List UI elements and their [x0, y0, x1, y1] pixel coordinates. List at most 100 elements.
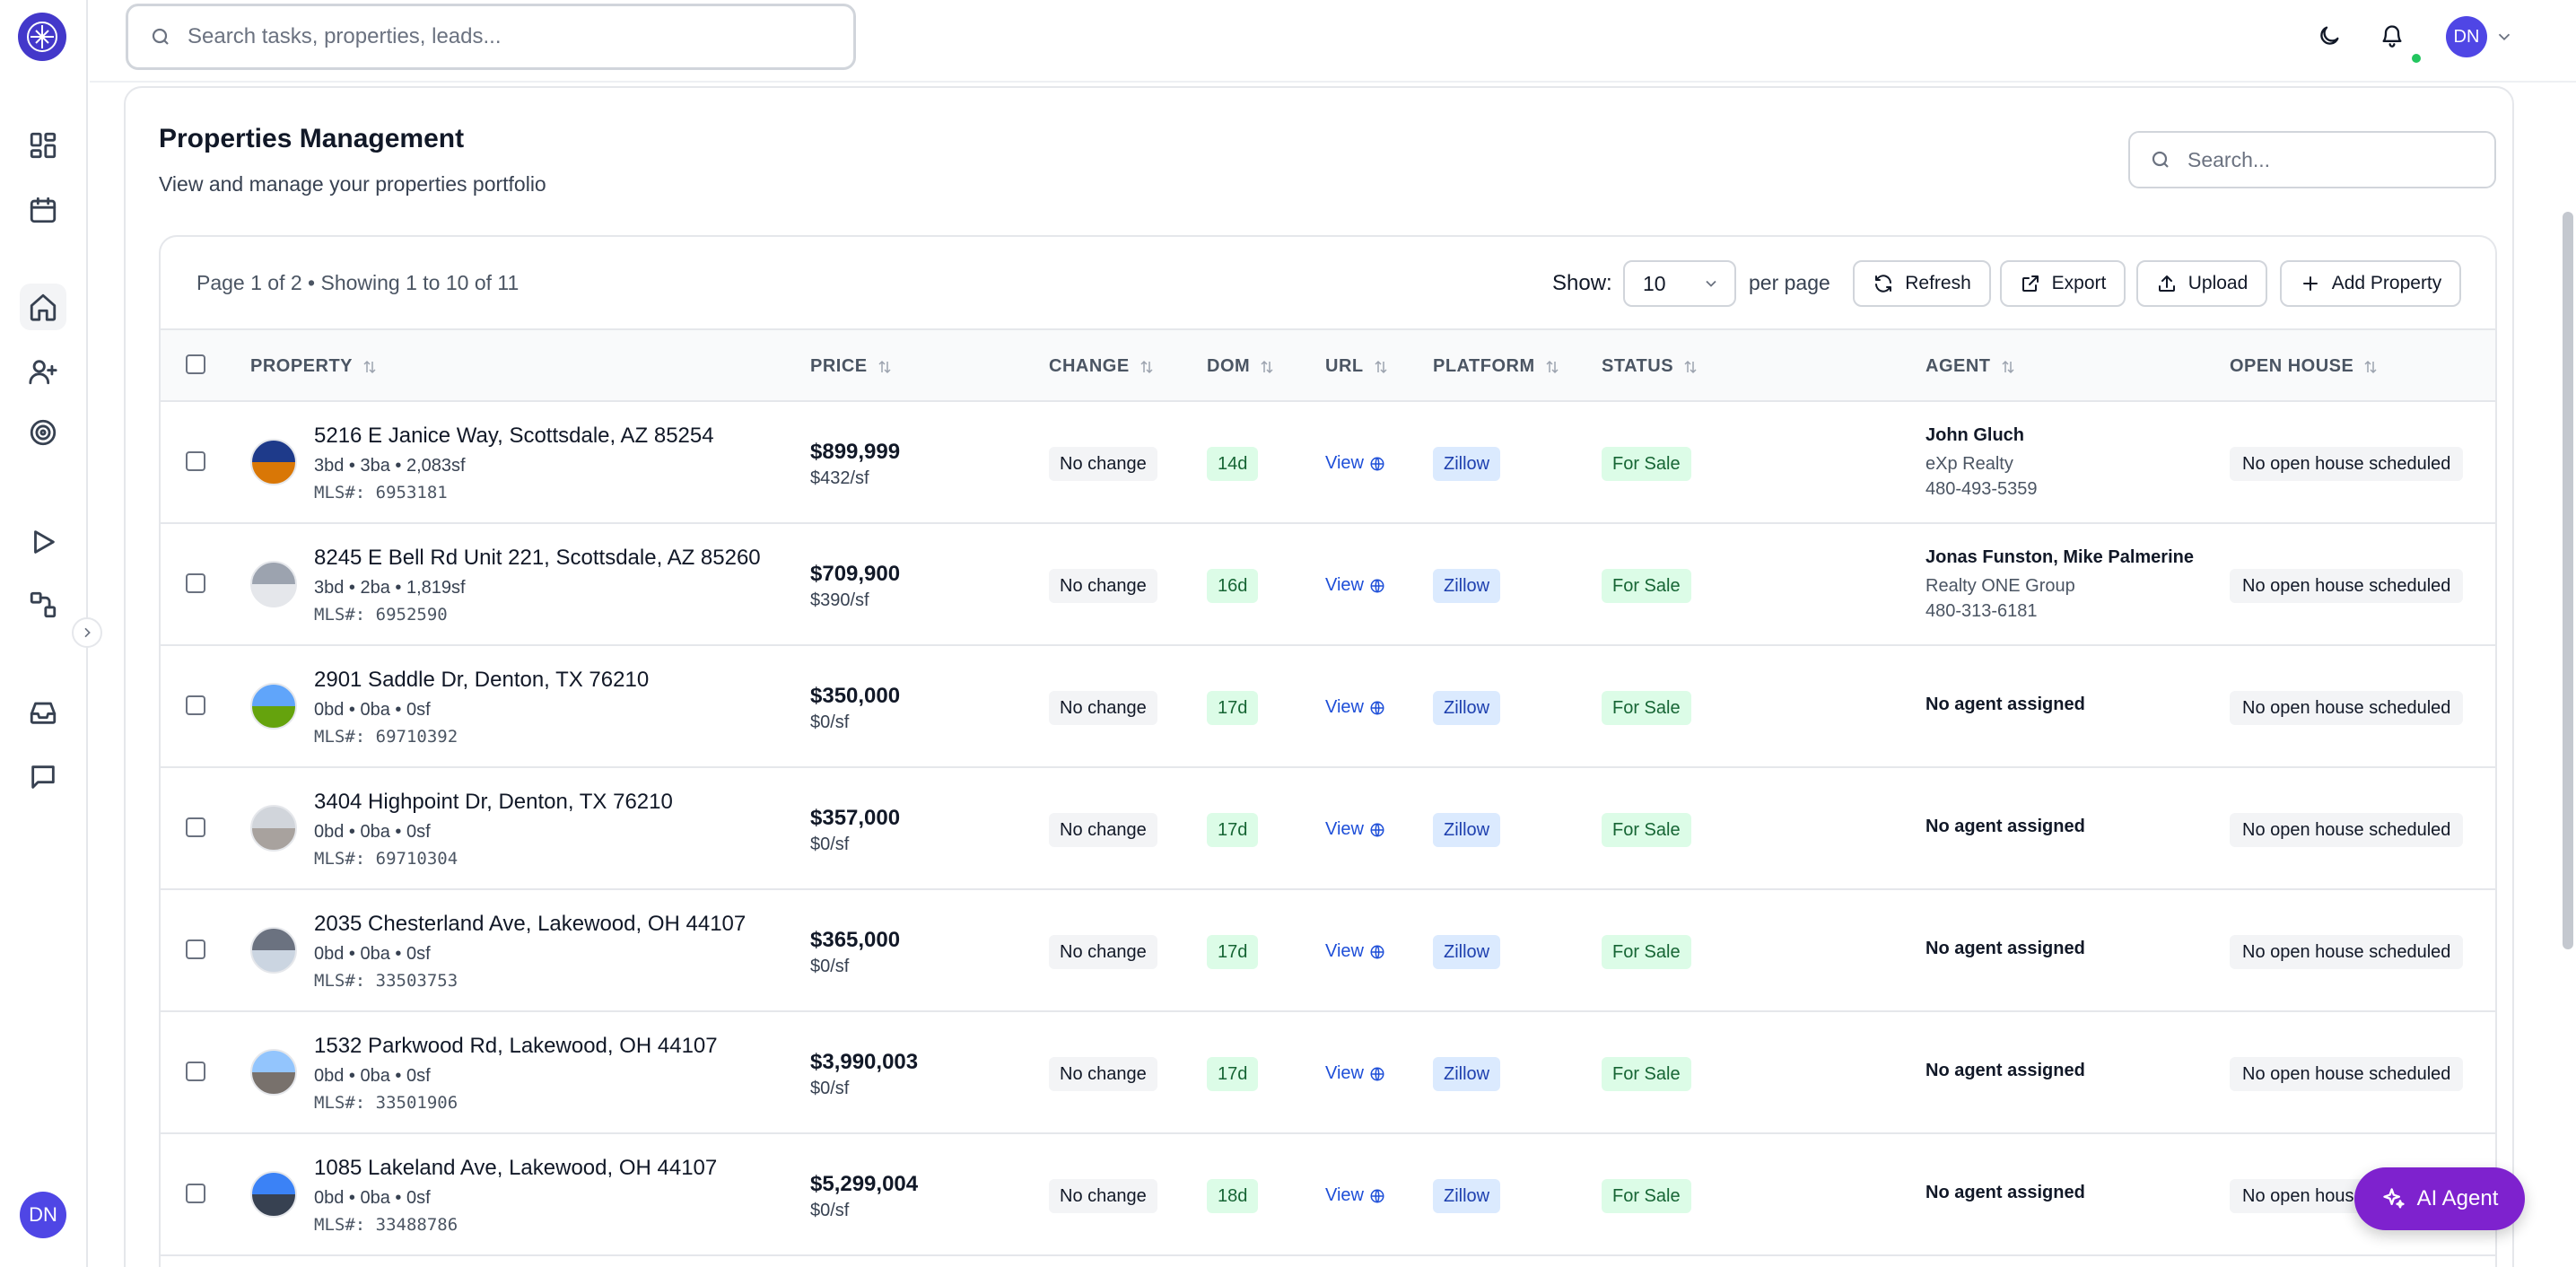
view-listing-link[interactable]: View — [1325, 1185, 1385, 1206]
view-listing-link[interactable]: View — [1325, 819, 1385, 840]
sort-icon — [1684, 360, 1697, 373]
row-checkbox[interactable] — [186, 1184, 205, 1203]
table-row[interactable]: 2901 Saddle Dr, Denton, TX 76210 0bd • 0b… — [161, 646, 2495, 768]
column-header-agent[interactable]: AGENT — [1925, 356, 2016, 377]
chevron-down-icon — [1706, 280, 1716, 287]
column-label: PLATFORM — [1433, 356, 1535, 376]
agent-name: Jonas Funston, Mike Palmerine — [1925, 547, 2194, 567]
column-header-url[interactable]: URL — [1325, 356, 1389, 377]
table-row[interactable]: 3404 Highpoint Dr, Denton, TX 76210 0bd •… — [161, 768, 2495, 890]
theme-toggle-button[interactable] — [2311, 18, 2347, 54]
column-label: PROPERTY — [250, 356, 354, 376]
ai-agent-button[interactable]: AI Agent — [2354, 1167, 2525, 1230]
property-price: $709,900 — [810, 562, 901, 586]
column-header-platform[interactable]: PLATFORM — [1433, 356, 1560, 377]
property-address[interactable]: 3404 Highpoint Dr, Denton, TX 76210 — [314, 790, 673, 814]
sidebar-item-messages[interactable] — [20, 754, 66, 800]
property-mls: MLS#: 6952590 — [314, 605, 448, 625]
agent-phone[interactable]: 480-493-5359 — [1925, 479, 2038, 499]
property-thumbnail — [250, 927, 297, 974]
property-address[interactable]: 1085 Lakeland Ave, Lakewood, OH 44107 — [314, 1156, 718, 1180]
sidebar-avatar[interactable]: DN — [20, 1192, 66, 1238]
table-row[interactable]: 1532 Parkwood Rd, Lakewood, OH 44107 0bd … — [161, 1012, 2495, 1134]
column-header-open-house[interactable]: OPEN HOUSE — [2230, 356, 2379, 377]
global-search-input[interactable] — [188, 24, 816, 49]
refresh-button[interactable]: Refresh — [1853, 260, 1991, 307]
sidebar-item-calendar[interactable] — [20, 187, 66, 233]
upload-button[interactable]: Upload — [2136, 260, 2267, 307]
status-badge: For Sale — [1602, 1179, 1691, 1213]
sparkles-icon — [2382, 1188, 2405, 1209]
sidebar-item-inbox[interactable] — [20, 689, 66, 736]
user-menu-chevron[interactable] — [2494, 27, 2514, 47]
external-link-icon — [2022, 275, 2039, 292]
column-label: PRICE — [810, 356, 868, 376]
app-logo[interactable] — [18, 13, 66, 61]
column-header-dom[interactable]: DOM — [1207, 356, 1275, 377]
sidebar-item-add-lead[interactable] — [20, 348, 66, 395]
view-listing-link[interactable]: View — [1325, 697, 1385, 718]
dom-badge: 14d — [1207, 447, 1259, 481]
notification-dot — [2412, 54, 2421, 63]
sidebar-item-properties[interactable] — [20, 284, 66, 330]
table-row[interactable]: 5216 E Janice Way, Scottsdale, AZ 85254 3… — [161, 402, 2495, 524]
page-scrollbar[interactable] — [2563, 212, 2573, 949]
export-button[interactable]: Export — [2000, 260, 2126, 307]
play-icon — [34, 530, 55, 554]
price-per-sqft: $432/sf — [810, 468, 869, 488]
property-price: $350,000 — [810, 684, 901, 708]
add-property-button[interactable]: Add Property — [2280, 260, 2461, 307]
per-page-label: per page — [1749, 271, 1830, 294]
property-address[interactable]: 2035 Chesterland Ave, Lakewood, OH 44107 — [314, 912, 747, 936]
agent-phone[interactable]: 480-313-6181 — [1925, 601, 2038, 621]
sidebar-item-goals[interactable] — [20, 409, 66, 456]
table-row[interactable]: 8245 E Bell Rd Unit 221, Scottsdale, AZ … — [161, 524, 2495, 646]
notifications-button[interactable] — [2374, 18, 2410, 54]
property-mls: MLS#: 6953181 — [314, 483, 448, 502]
table-row[interactable]: 1085 Lakeland Ave, Lakewood, OH 44107 0bd… — [161, 1134, 2495, 1256]
row-checkbox[interactable] — [186, 1062, 205, 1081]
row-checkbox[interactable] — [186, 939, 205, 959]
price-per-sqft: $0/sf — [810, 1201, 850, 1220]
per-page-select[interactable]: 10 — [1623, 260, 1736, 307]
sidebar-item-play[interactable] — [20, 519, 66, 565]
property-address[interactable]: 5216 E Janice Way, Scottsdale, AZ 85254 — [314, 424, 714, 448]
column-header-price[interactable]: PRICE — [810, 356, 893, 377]
property-thumbnail — [250, 1049, 297, 1096]
column-header-status[interactable]: STATUS — [1602, 356, 1698, 377]
property-thumbnail — [250, 561, 297, 607]
column-header-change[interactable]: CHANGE — [1049, 356, 1155, 377]
platform-badge: Zillow — [1433, 813, 1501, 847]
open-house-badge: No open house scheduled — [2230, 569, 2464, 603]
view-listing-link[interactable]: View — [1325, 1063, 1385, 1084]
view-listing-link[interactable]: View — [1325, 575, 1385, 596]
property-address[interactable]: 2901 Saddle Dr, Denton, TX 76210 — [314, 668, 650, 692]
sidebar-expand-button[interactable] — [72, 617, 102, 648]
user-avatar[interactable]: DN — [2446, 16, 2487, 57]
sidebar-item-workflows[interactable] — [20, 581, 66, 628]
row-checkbox[interactable] — [186, 695, 205, 715]
view-listing-link[interactable]: View — [1325, 453, 1385, 474]
open-house-badge: No open house scheduled — [2230, 813, 2464, 847]
row-checkbox[interactable] — [186, 817, 205, 837]
view-label: View — [1325, 941, 1364, 961]
properties-search[interactable] — [2128, 131, 2496, 188]
properties-search-input[interactable] — [2187, 147, 2475, 172]
column-header-property[interactable]: PROPERTY — [250, 356, 378, 377]
column-label: OPEN HOUSE — [2230, 356, 2354, 376]
open-house-badge: No open house scheduled — [2230, 935, 2464, 969]
status-badge: For Sale — [1602, 447, 1691, 481]
row-checkbox[interactable] — [186, 451, 205, 471]
row-checkbox[interactable] — [186, 573, 205, 593]
change-badge: No change — [1049, 691, 1157, 725]
sort-icon — [2364, 360, 2377, 373]
sidebar-item-dashboard[interactable] — [20, 122, 66, 169]
select-all-checkbox[interactable] — [186, 354, 205, 374]
status-badge: For Sale — [1602, 813, 1691, 847]
global-search[interactable] — [126, 4, 856, 70]
property-address[interactable]: 1532 Parkwood Rd, Lakewood, OH 44107 — [314, 1034, 718, 1058]
view-listing-link[interactable]: View — [1325, 941, 1385, 962]
property-address[interactable]: 8245 E Bell Rd Unit 221, Scottsdale, AZ … — [314, 546, 761, 570]
property-price: $357,000 — [810, 806, 901, 830]
table-row[interactable]: 2035 Chesterland Ave, Lakewood, OH 44107… — [161, 890, 2495, 1012]
